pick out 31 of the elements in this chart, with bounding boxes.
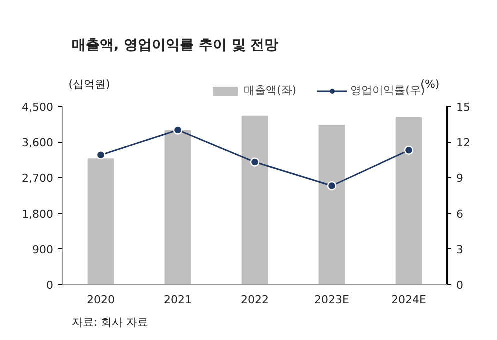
y-tick-label: 1,800 [22, 208, 54, 221]
y-axis-title: (십억원) [68, 78, 110, 91]
point [250, 158, 260, 167]
x-tick-label: 2022 [241, 294, 270, 306]
y-tick-label: 2,700 [22, 172, 54, 186]
legend-label: 매출액(좌) [244, 83, 297, 98]
point [327, 181, 337, 191]
bar [242, 116, 268, 284]
y-tick-label: 900 [32, 243, 54, 256]
x-tick-label: 2024E [392, 294, 427, 306]
y2-tick-label: 12 [456, 136, 470, 150]
point [404, 146, 414, 155]
point [173, 126, 183, 135]
y2-tick-label: 15 [456, 101, 470, 114]
y2-tick-label: 3 [456, 243, 464, 256]
bar [164, 130, 192, 284]
x-tick-label: 2023E [314, 294, 350, 306]
text: 자료: 회사 자료 [72, 316, 149, 329]
bar [88, 158, 114, 284]
y2-tick-label: 6 [456, 208, 464, 221]
x-tick-label: 2021 [164, 294, 192, 306]
y2-tick-label: 9 [456, 172, 464, 186]
y-tick-label: 0 [46, 279, 54, 292]
point [96, 150, 106, 160]
bar [396, 117, 422, 284]
chart-title: 매출액, 영업이익률 추이 및 전망 [72, 38, 279, 54]
y-tick-label: 4,500 [22, 101, 54, 114]
y-tick-label: 3,600 [22, 136, 54, 150]
y2-tick-label: 0 [456, 279, 464, 292]
x-tick-label: 2020 [87, 294, 116, 306]
bar [318, 124, 346, 284]
